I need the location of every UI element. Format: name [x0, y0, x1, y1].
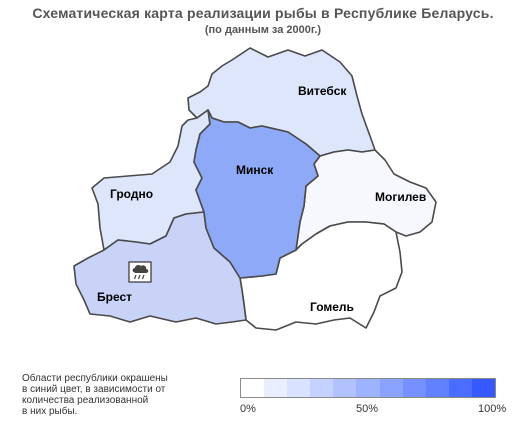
color-scale-cell: [379, 379, 403, 397]
label-gomel: Гомель: [310, 300, 354, 314]
scale-tick-0: 0%: [240, 403, 256, 415]
legend-note-line: в синий цвет, в зависимости от: [22, 384, 166, 395]
color-scale-cell: [287, 379, 311, 397]
color-scale-cell: [471, 379, 496, 397]
color-scale-cell: [241, 379, 265, 397]
legend-note-line: в них рыбы.: [22, 406, 78, 417]
rain-cloud-icon: [128, 261, 152, 283]
label-minsk: Минск: [236, 163, 274, 177]
color-scale-cell: [333, 379, 357, 397]
map-title: Схематическая карта реализации рыбы в Ре…: [32, 5, 494, 21]
color-scale-cell: [310, 379, 334, 397]
legend-note-line: Области республики окрашены: [22, 373, 168, 384]
color-scale-cell: [402, 379, 426, 397]
label-grodno: Гродно: [110, 187, 153, 201]
color-scale-cell: [264, 379, 288, 397]
color-scale-bar: [240, 378, 496, 398]
label-brest: Брест: [97, 290, 132, 304]
label-mogilev: Могилев: [375, 190, 426, 204]
map-subtitle: (по данным за 2000г.): [204, 24, 322, 36]
region-brest[interactable]: [73, 211, 247, 325]
color-scale-cell: [448, 379, 472, 397]
label-vitebsk: Витебск: [298, 84, 347, 98]
scale-tick-50: 50%: [356, 403, 379, 415]
region-minsk[interactable]: [193, 109, 321, 279]
color-scale-cell: [425, 379, 449, 397]
scale-tick-100: 100%: [478, 403, 507, 415]
color-scale-cell: [356, 379, 380, 397]
legend-note: Области республики окрашены в синий цвет…: [22, 373, 222, 417]
legend-note-line: количества реализованной: [22, 395, 149, 406]
